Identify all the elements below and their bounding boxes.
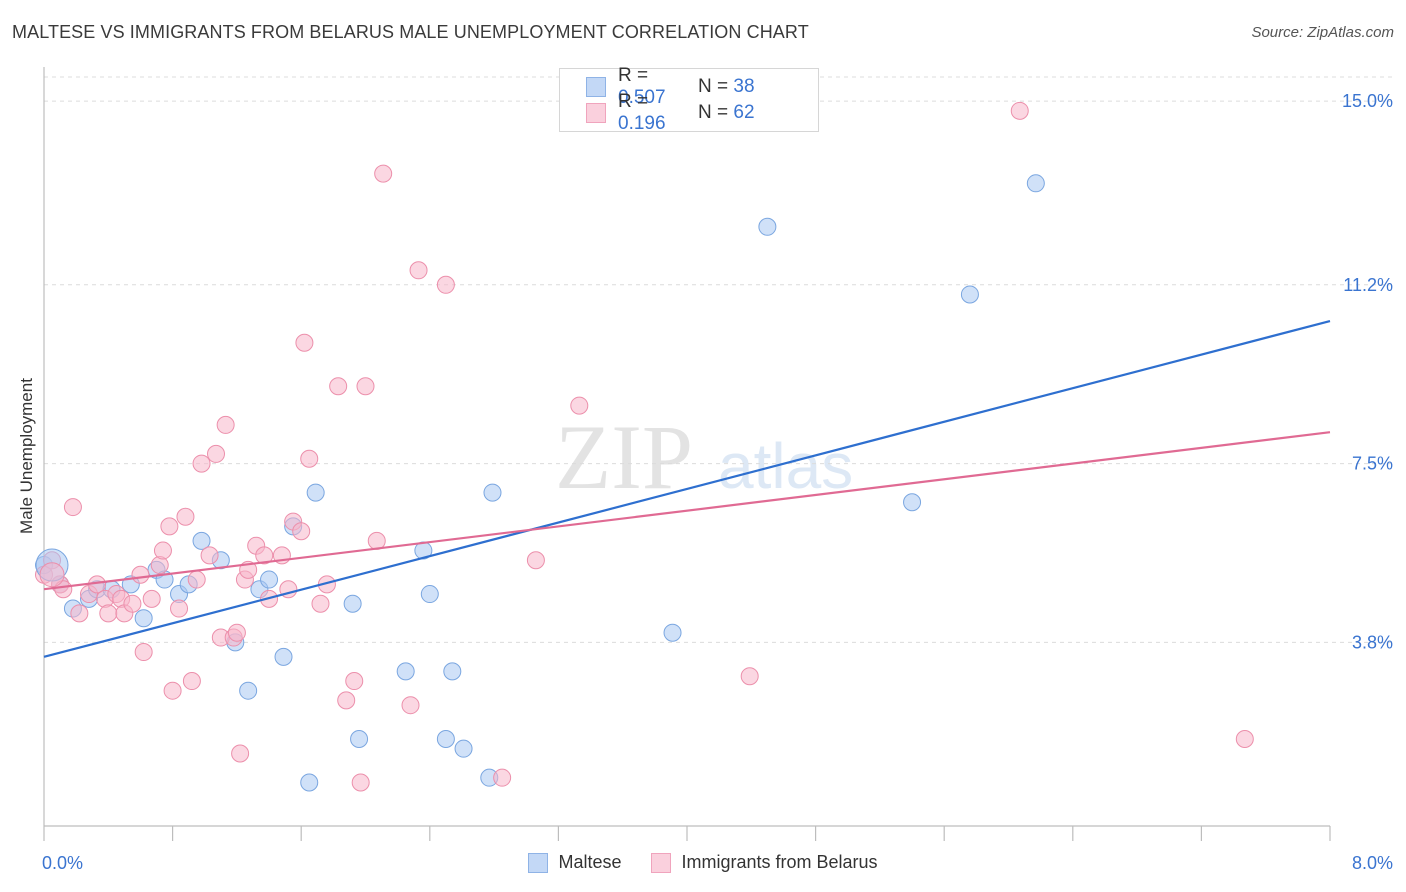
data-point — [260, 570, 279, 589]
data-point — [170, 599, 189, 618]
data-point — [131, 565, 150, 584]
x-tick-label: 8.0% — [1352, 853, 1393, 873]
data-point — [740, 667, 759, 686]
y-tick-label: 3.8% — [1352, 632, 1393, 652]
data-point — [350, 730, 369, 749]
data-point — [570, 396, 589, 415]
data-point — [345, 672, 364, 691]
data-point — [295, 333, 314, 352]
data-point — [1235, 730, 1254, 749]
series-legend: Maltese Immigrants from Belarus — [0, 852, 1406, 873]
data-point — [300, 773, 319, 792]
watermark: ZIP atlas — [555, 406, 853, 508]
legend-label-maltese: Maltese — [558, 852, 622, 872]
data-point — [255, 546, 274, 565]
legend-label-belarus: Immigrants from Belarus — [681, 852, 878, 872]
legend-item-belarus: Immigrants from Belarus — [651, 852, 878, 873]
data-point — [207, 444, 226, 463]
data-point — [401, 696, 420, 715]
data-point — [216, 415, 235, 434]
data-point — [227, 623, 246, 642]
data-point — [436, 730, 455, 749]
legend-swatch-maltese — [528, 852, 549, 873]
trend-line-0 — [43, 319, 1331, 658]
data-point — [160, 517, 179, 536]
legend-n-label: N = 62 — [698, 102, 755, 123]
data-point — [420, 585, 439, 604]
legend-item-maltese: Maltese — [528, 852, 621, 873]
data-point — [176, 507, 195, 526]
data-point — [153, 541, 172, 560]
legend-r-label: R = 0.196 — [618, 91, 666, 134]
data-point — [960, 285, 979, 304]
legend-row-belarus: R = 0.196 N = 62 — [586, 91, 755, 134]
data-point — [1010, 101, 1029, 120]
data-point — [123, 594, 142, 613]
data-point — [300, 449, 319, 468]
watermark-atlas: atlas — [718, 430, 853, 502]
data-point — [396, 662, 415, 681]
legend-swatch-maltese — [586, 77, 606, 97]
legend-row-maltese: R = 0.507 N = 38 — [586, 65, 755, 108]
data-point — [493, 768, 512, 787]
x-tick-label: 0.0% — [42, 853, 83, 873]
data-point — [329, 377, 348, 396]
y-tick-label: 15.0% — [1342, 91, 1393, 111]
data-point — [306, 483, 325, 502]
data-point — [1026, 174, 1045, 193]
data-point-large — [39, 562, 65, 588]
data-point — [374, 164, 393, 183]
data-point — [134, 643, 153, 662]
data-point — [351, 773, 370, 792]
gridlines — [44, 76, 1394, 643]
data-point — [483, 483, 502, 502]
data-point — [163, 681, 182, 700]
data-point — [356, 377, 375, 396]
data-point — [311, 594, 330, 613]
watermark-zip: ZIP — [555, 406, 693, 508]
data-point — [231, 744, 250, 763]
data-point — [443, 662, 462, 681]
data-point — [436, 275, 455, 294]
data-point — [274, 647, 293, 666]
data-point — [239, 681, 258, 700]
data-point — [343, 594, 362, 613]
series-0 — [35, 174, 1045, 792]
y-tick-label: 7.5% — [1352, 454, 1393, 474]
data-point — [192, 454, 211, 473]
data-point — [134, 609, 153, 628]
legend-swatch-belarus — [651, 852, 672, 873]
data-point — [292, 522, 311, 541]
axes — [43, 67, 1331, 841]
data-point — [70, 604, 89, 623]
data-point — [409, 261, 428, 280]
chart-title: MALTESE VS IMMIGRANTS FROM BELARUS MALE … — [12, 22, 809, 42]
data-point — [99, 604, 118, 623]
series-layer — [35, 101, 1254, 792]
data-point — [142, 589, 161, 608]
trend-line-1 — [43, 431, 1331, 591]
data-point — [903, 493, 922, 512]
data-point — [182, 672, 201, 691]
data-point — [63, 498, 82, 517]
correlation-legend: R = 0.507 N = 38 R = 0.196 N = 62 — [559, 65, 819, 134]
y-tick-label: 11.2% — [1343, 275, 1393, 295]
legend-r-label: R = 0.507 — [618, 65, 666, 108]
tick-labels: 3.8% 7.5% 11.2% 15.0% 0.0% 8.0% — [42, 91, 1393, 873]
data-point — [192, 531, 211, 550]
data-point — [200, 546, 219, 565]
data-point — [663, 623, 682, 642]
data-point — [758, 217, 777, 236]
data-point — [187, 570, 206, 589]
data-point — [526, 551, 545, 570]
legend-swatch-belarus — [586, 103, 606, 123]
data-point — [337, 691, 356, 710]
source-label: Source: ZipAtlas.com — [1251, 24, 1394, 41]
trend-layer — [43, 319, 1331, 658]
data-point — [454, 739, 473, 758]
legend-n-label: N = 38 — [698, 76, 755, 97]
